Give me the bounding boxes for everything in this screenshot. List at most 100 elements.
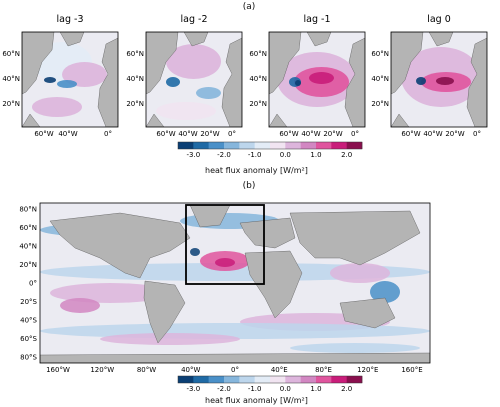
lag-map-1: lag -2 60°N 40°N 20°N 60°W 40°W 20°W 0° xyxy=(126,14,243,138)
lon-tick: 60°W xyxy=(279,130,298,138)
map-frame xyxy=(390,31,488,128)
land-south-america xyxy=(391,113,410,127)
lag-map-0: lag -3 60°N 40°N 20°N 60°W 40°W 0° xyxy=(2,14,119,138)
colorbar-segment xyxy=(300,376,317,383)
colorbar-segment xyxy=(178,142,194,149)
colorbar-segment xyxy=(178,376,194,383)
colorbar-segment xyxy=(208,142,225,149)
lat-tick: 40°N xyxy=(371,75,389,83)
lon-tick: 80°E xyxy=(315,366,332,374)
lon-tick: 60°W xyxy=(401,130,420,138)
map-frame xyxy=(268,31,366,128)
land-greenland xyxy=(183,32,209,47)
colorbar-b: -3.0-2.0-1.00.01.02.03.0 xyxy=(177,375,363,393)
lat-tick: 60°N xyxy=(126,50,144,58)
colorbar-segment xyxy=(224,376,240,383)
land-greenland xyxy=(428,32,454,47)
colorbar-segment xyxy=(331,376,347,383)
land-asia xyxy=(289,210,421,266)
colorbar-segment xyxy=(285,376,301,383)
lon-tick: 0° xyxy=(231,366,239,374)
colorbar-segment xyxy=(300,142,317,149)
lag-map-3: lag 0 60°N 40°N 20°N 60°W 40°W 20°W 0° xyxy=(371,14,488,138)
colorbar-tick: -1.0 xyxy=(248,151,262,159)
panel-a-maps: lag -360°N40°N20°N60°W 40°W 0°lag -260°N40… xyxy=(2,14,488,138)
lon-tick: 20°W xyxy=(445,130,464,138)
land-europe-africa xyxy=(97,37,118,127)
colorbar-segment xyxy=(208,376,225,383)
colorbar-tick: -3.0 xyxy=(186,385,200,393)
lag-map-2: lag -1 60°N 40°N 20°N 60°W 40°W 20°W 0° xyxy=(249,14,366,138)
land-south-america xyxy=(22,113,41,127)
lon-tick: 0° xyxy=(104,130,112,138)
land-south-america xyxy=(143,280,186,344)
colorbar-a-label: heat flux anomaly [W/m²] xyxy=(205,166,308,175)
anomaly-region xyxy=(32,97,82,117)
lon-tick: 40°W xyxy=(423,130,442,138)
lat-tick: 20°N xyxy=(19,261,37,269)
lat-tick: 40°N xyxy=(19,243,37,251)
anomaly-region xyxy=(156,102,216,120)
lon-tick: 120°W xyxy=(90,366,114,374)
lon-tick: 160°W xyxy=(46,366,70,374)
lat-tick: 80°S xyxy=(20,354,37,362)
colorbar-segment xyxy=(285,142,301,149)
anomaly-region xyxy=(196,87,221,99)
land-south-america xyxy=(269,113,288,127)
colorbar-segment xyxy=(270,142,286,149)
anomaly-region xyxy=(44,77,56,83)
land-europe xyxy=(239,217,296,249)
land-south-america xyxy=(146,113,165,127)
lon-tick: 20°W xyxy=(200,130,219,138)
anomaly-region xyxy=(370,281,400,303)
map-frame xyxy=(39,202,431,364)
anomaly-region xyxy=(309,72,334,84)
map-title: lag 0 xyxy=(427,14,451,25)
land-greenland xyxy=(59,32,85,47)
map-title: lag -2 xyxy=(181,14,208,25)
land-europe-africa xyxy=(344,37,365,127)
anomaly-region xyxy=(190,248,200,256)
panel-b-global-map: 80°N 60°N 40°N 20°N 0° 20°S 40°S 60°S 80°S 160°W 1… xyxy=(19,202,431,374)
colorbar-a: -3.0-2.0-1.00.01.02.03.0 xyxy=(177,141,363,159)
lat-tick: 40°N xyxy=(2,75,20,83)
colorbar-tick: -2.0 xyxy=(217,385,231,393)
lat-tick: 60°N xyxy=(371,50,389,58)
lat-tick: 40°N xyxy=(126,75,144,83)
colorbar-frame xyxy=(177,141,363,150)
colorbar-b-label: heat flux anomaly [W/m²] xyxy=(205,396,308,405)
anomaly-region xyxy=(330,263,390,283)
colorbar-segment xyxy=(254,142,271,149)
colorbar-tick: 2.0 xyxy=(341,385,352,393)
colorbar-segment xyxy=(254,376,271,383)
anomaly-region xyxy=(166,44,221,79)
colorbar-tick: -2.0 xyxy=(217,151,231,159)
anomaly-region xyxy=(215,258,235,267)
land-north-america xyxy=(269,32,302,95)
land-australia xyxy=(339,297,396,329)
colorbar-tick: 1.0 xyxy=(310,385,321,393)
lat-tick: 20°N xyxy=(2,100,20,108)
colorbar-segment xyxy=(193,376,209,383)
global-map-content xyxy=(40,203,430,363)
colorbar-segment xyxy=(270,376,286,383)
lat-tick: 40°S xyxy=(20,317,37,325)
land-greenland xyxy=(306,32,332,47)
anomaly-region xyxy=(100,333,240,345)
lat-tick: 20°S xyxy=(20,298,37,306)
colorbar-segment xyxy=(239,376,255,383)
land-north-america xyxy=(146,32,179,95)
map-title: lag -3 xyxy=(57,14,84,25)
map-frame xyxy=(21,31,119,128)
lon-tick: 120°E xyxy=(357,366,378,374)
colorbar-segment xyxy=(316,376,332,383)
lon-tick: 40°W xyxy=(178,130,197,138)
map-frame xyxy=(145,31,243,128)
colorbar-tick: 2.0 xyxy=(341,151,352,159)
land-north-america xyxy=(391,32,424,95)
lon-tick: 40°W xyxy=(301,130,320,138)
land-europe-africa xyxy=(466,37,487,127)
anomaly-region xyxy=(60,298,100,313)
anomaly-region xyxy=(290,343,420,353)
anomaly-region xyxy=(416,77,426,85)
